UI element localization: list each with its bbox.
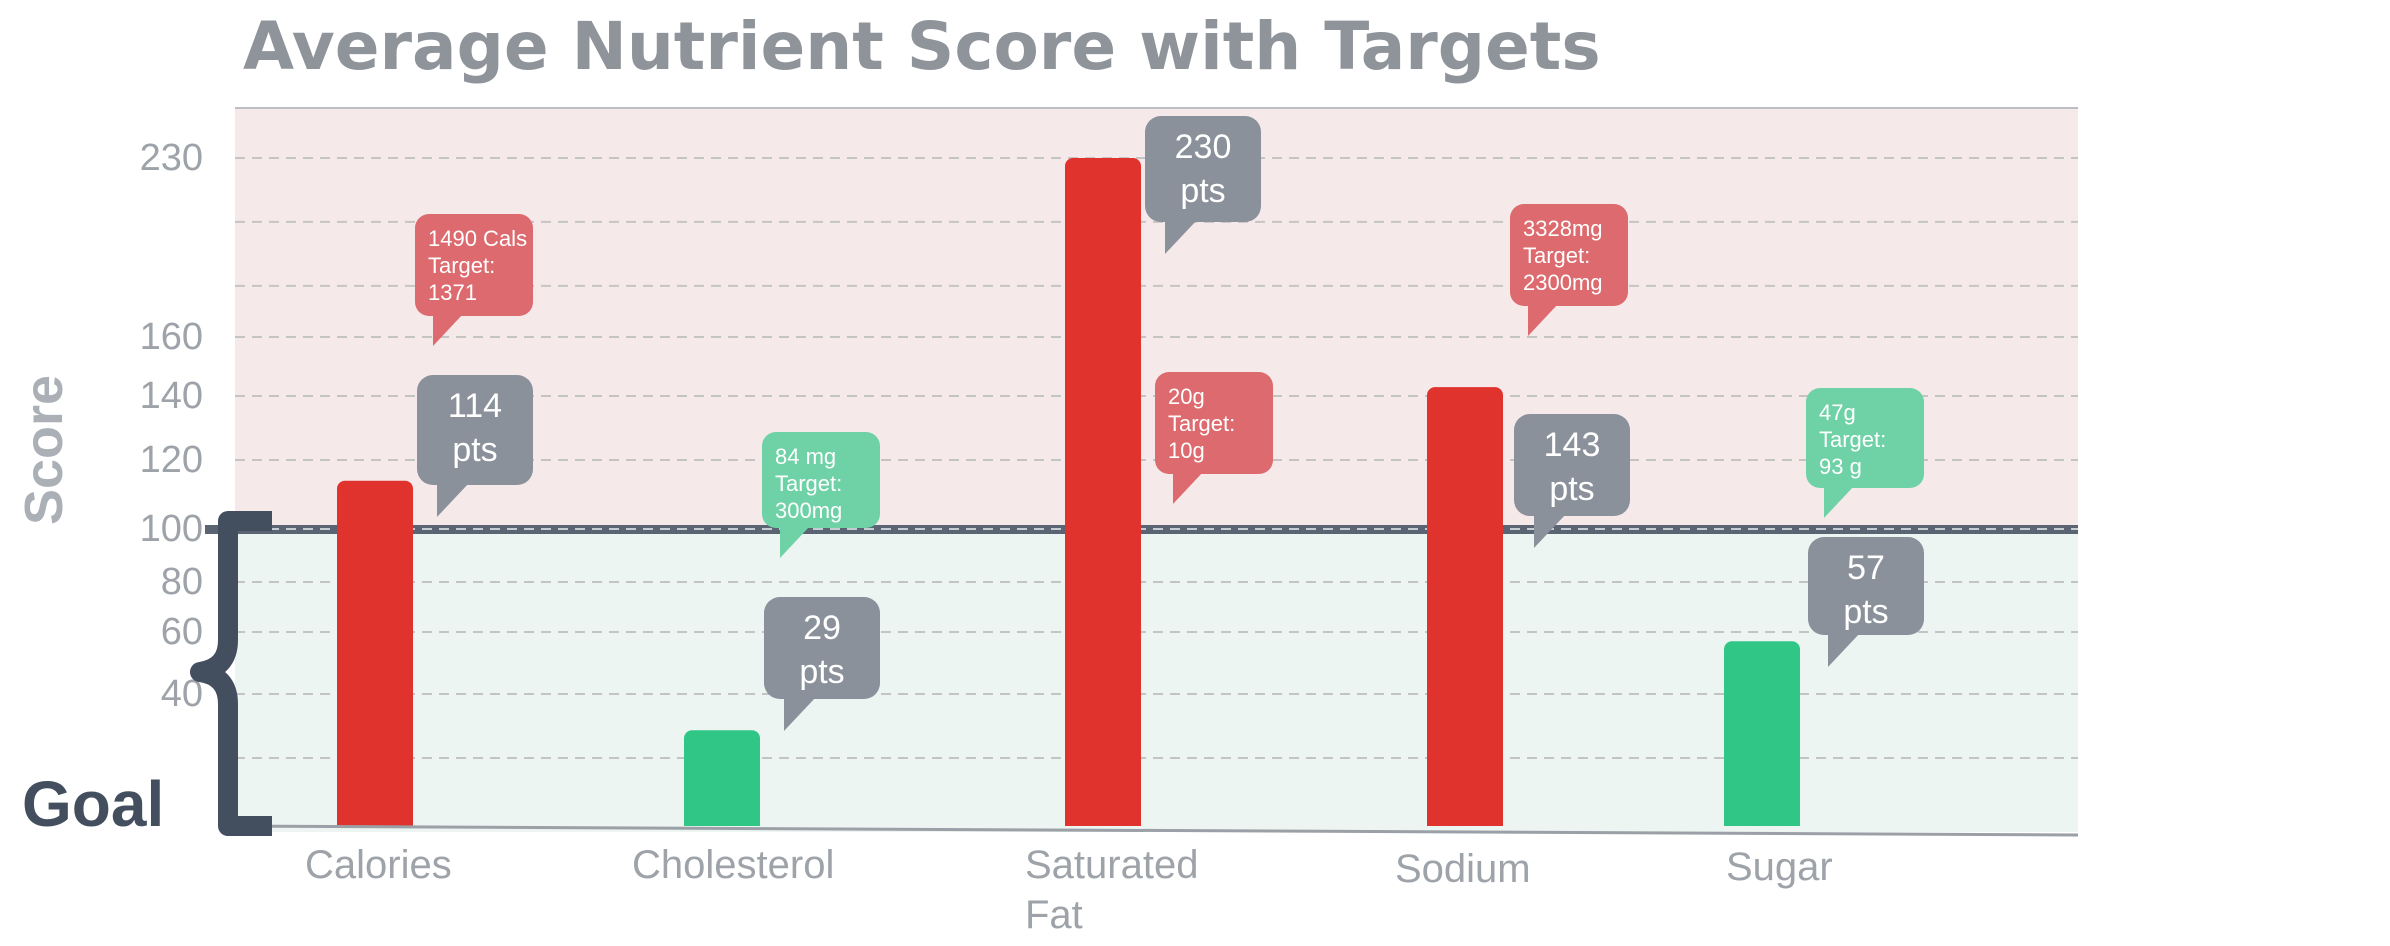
under-target-zone (235, 529, 2078, 832)
target-callout-pointer (1528, 304, 1558, 336)
score-callout-unit: pts (452, 431, 497, 469)
target-callout-text: 2300mg (1523, 270, 1603, 295)
bar-base (1427, 816, 1503, 826)
bar-base (1065, 816, 1141, 826)
target-callout-text: Target: (775, 471, 842, 496)
target-callout-text: 1490 Cals (428, 226, 527, 251)
target-callout-pointer (1173, 472, 1203, 504)
target-callout-box (1510, 204, 1628, 306)
score-callout-box (1145, 116, 1261, 222)
target-callout-text: 93 g (1819, 454, 1862, 479)
score-callout-unit: pts (799, 653, 844, 691)
target-callout-text: 1371 (428, 280, 477, 305)
target-callout-text: 3328mg (1523, 216, 1603, 241)
x-tick-label: Calories (305, 843, 452, 887)
score-callout-value: 143 (1544, 426, 1601, 464)
bar-sugar (1724, 641, 1800, 826)
score-callout-pointer (784, 697, 816, 731)
y-tick-label: 100 (140, 508, 203, 550)
target-callout-text: 47g (1819, 400, 1856, 425)
target-callout-text: 300mg (775, 498, 842, 523)
score-callout-pointer (437, 483, 469, 517)
y-tick-label: 230 (140, 137, 203, 179)
score-callout-value: 29 (803, 609, 841, 647)
x-axis-labels: Calories Cholesterol Saturated Fat Sodium Sug… (305, 843, 1833, 937)
bar-base (684, 816, 760, 826)
score-callout-value: 114 (448, 387, 502, 425)
y-tick-label: 120 (140, 439, 203, 481)
target-callout-text: 84 mg (775, 444, 836, 469)
target-callout-pointer (780, 526, 810, 558)
score-callout-box (417, 375, 533, 485)
bar-base (1724, 816, 1800, 826)
score-callout-box (764, 597, 880, 699)
chart-title: Average Nutrient Score with Targets (243, 8, 1601, 85)
score-callout-value: 57 (1847, 549, 1885, 587)
score-callout-box (1808, 537, 1924, 635)
target-callout-text: Target: (1168, 411, 1235, 436)
score-callout-pointer (1165, 220, 1197, 254)
score-callout-value: 230 (1175, 128, 1232, 166)
x-tick-label: Saturated (1025, 843, 1198, 887)
goal-line (205, 525, 2078, 534)
target-callout-text: Target: (428, 253, 495, 278)
bar-saturated-fat (1065, 158, 1141, 826)
goal-label: Goal (22, 768, 164, 840)
y-tick-label: 60 (161, 611, 203, 653)
x-axis-baseline (234, 824, 2079, 837)
x-tick-label: Fat (1025, 893, 1083, 937)
score-callout-unit: pts (1549, 470, 1594, 508)
target-callout-pointer (433, 314, 463, 346)
bar-sodium (1427, 387, 1503, 826)
target-callout-pointer (1824, 486, 1854, 518)
score-callout-box (1514, 414, 1630, 516)
bar-cholesterol (684, 730, 760, 826)
goal-bracket-shape (190, 511, 272, 836)
score-callout-unit: pts (1843, 593, 1888, 631)
bar-calories (337, 480, 413, 826)
goal-bracket: Goal (22, 511, 272, 840)
target-callout-text: 20g (1168, 384, 1205, 409)
target-callout-box (1806, 388, 1924, 488)
bar-base (337, 816, 413, 826)
bars (337, 158, 1800, 826)
score-callout-unit: pts (1180, 172, 1225, 210)
score-callout-pointer (1828, 633, 1860, 667)
y-tick-label: 80 (161, 561, 203, 603)
score-callout-pointer (1534, 514, 1566, 548)
x-tick-label: Cholesterol (632, 843, 834, 887)
y-tick-label: 160 (140, 316, 203, 358)
target-callout-text: 10g (1168, 438, 1205, 463)
target-callout-box (415, 214, 533, 316)
y-axis-title: Score (14, 375, 74, 525)
target-callout-text: Target: (1523, 243, 1590, 268)
y-tick-label: 140 (140, 375, 203, 417)
target-callout-box (762, 432, 880, 528)
target-callout-text: Target: (1819, 427, 1886, 452)
target-callout-box (1155, 372, 1273, 474)
x-tick-label: Sugar (1726, 845, 1833, 889)
x-tick-label: Sodium (1395, 847, 1531, 891)
